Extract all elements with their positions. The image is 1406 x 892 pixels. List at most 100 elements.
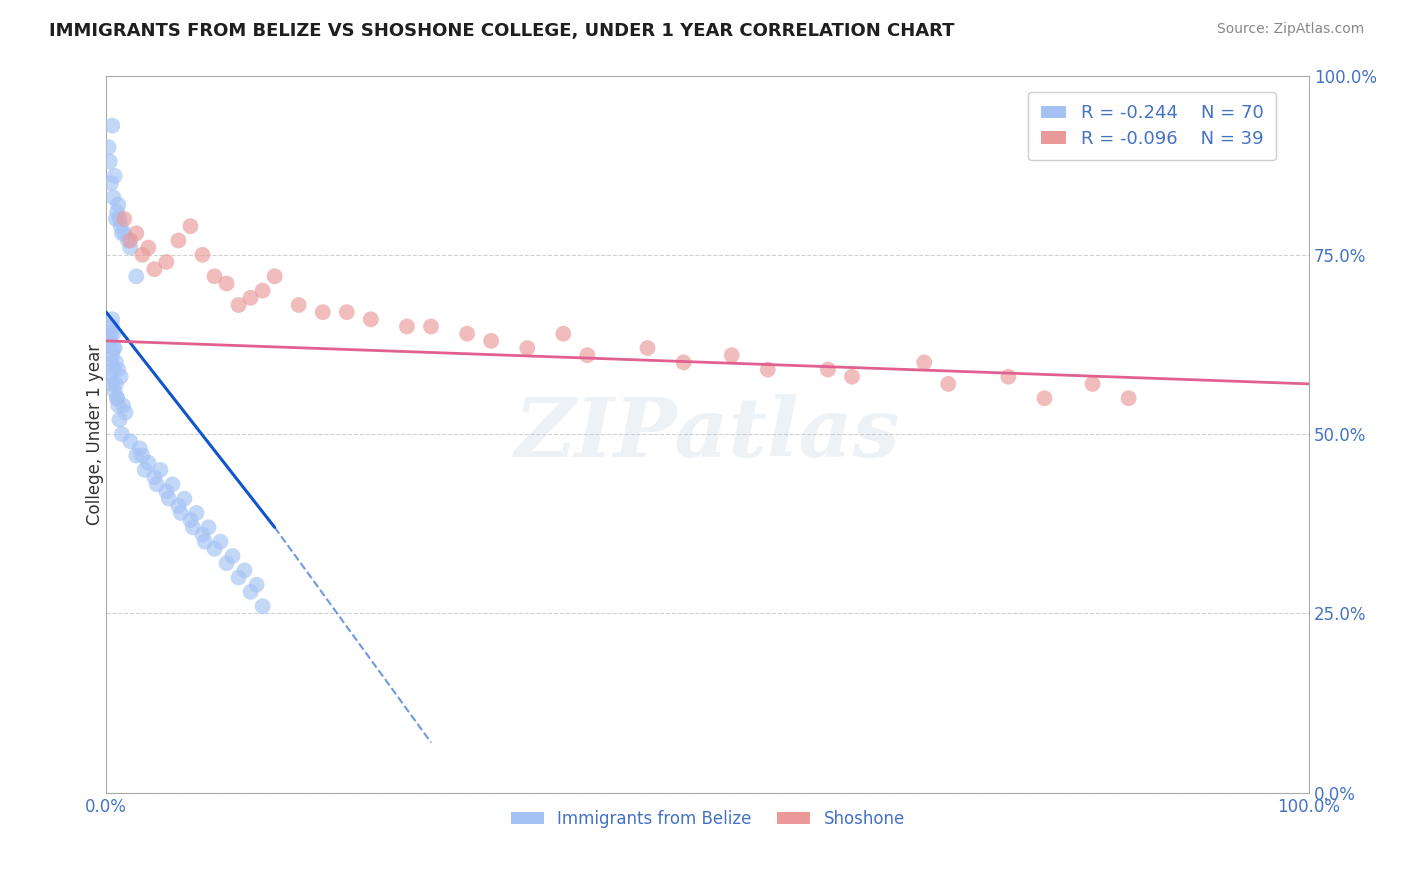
Point xyxy=(105,391,128,405)
Point xyxy=(103,326,125,341)
Point xyxy=(287,298,309,312)
Point xyxy=(114,406,136,420)
Point xyxy=(107,197,129,211)
Point xyxy=(157,491,180,506)
Point xyxy=(105,391,128,405)
Point xyxy=(553,326,575,341)
Point xyxy=(112,398,135,412)
Point xyxy=(233,563,256,577)
Legend: Immigrants from Belize, Shoshone: Immigrants from Belize, Shoshone xyxy=(503,803,911,835)
Point xyxy=(912,355,935,369)
Point xyxy=(112,227,135,241)
Point xyxy=(105,204,128,219)
Point xyxy=(98,334,121,348)
Point xyxy=(125,227,148,241)
Point xyxy=(145,477,167,491)
Point xyxy=(138,456,160,470)
Point xyxy=(197,520,219,534)
Point xyxy=(131,248,153,262)
Point xyxy=(101,319,124,334)
Point xyxy=(111,427,134,442)
Point xyxy=(204,269,226,284)
Point xyxy=(756,362,779,376)
Point xyxy=(360,312,382,326)
Point xyxy=(120,234,142,248)
Point xyxy=(143,262,166,277)
Point xyxy=(120,434,142,449)
Point xyxy=(117,234,139,248)
Point xyxy=(104,341,127,355)
Point xyxy=(191,527,214,541)
Text: ZIPatlas: ZIPatlas xyxy=(515,394,900,474)
Point xyxy=(100,355,122,369)
Point xyxy=(103,362,125,376)
Point xyxy=(179,513,201,527)
Point xyxy=(204,541,226,556)
Point xyxy=(672,355,695,369)
Point xyxy=(479,334,502,348)
Point xyxy=(107,362,129,376)
Text: IMMIGRANTS FROM BELIZE VS SHOSHONE COLLEGE, UNDER 1 YEAR CORRELATION CHART: IMMIGRANTS FROM BELIZE VS SHOSHONE COLLE… xyxy=(49,22,955,40)
Point xyxy=(252,599,274,614)
Point xyxy=(104,211,127,226)
Point xyxy=(179,219,201,233)
Point xyxy=(155,484,177,499)
Point xyxy=(221,549,243,563)
Point xyxy=(110,219,132,233)
Point xyxy=(155,255,177,269)
Point xyxy=(1033,391,1056,405)
Point xyxy=(194,534,217,549)
Point xyxy=(100,326,122,341)
Point xyxy=(103,190,125,204)
Point xyxy=(576,348,599,362)
Point xyxy=(134,463,156,477)
Point xyxy=(125,449,148,463)
Point xyxy=(456,326,478,341)
Point xyxy=(101,376,124,391)
Point xyxy=(186,506,208,520)
Point xyxy=(1118,391,1140,405)
Point xyxy=(312,305,335,319)
Point xyxy=(245,577,267,591)
Point xyxy=(98,154,121,169)
Point xyxy=(110,369,132,384)
Point xyxy=(239,585,262,599)
Point xyxy=(252,284,274,298)
Point xyxy=(104,384,127,398)
Point xyxy=(104,169,127,183)
Point xyxy=(263,269,285,284)
Point xyxy=(101,348,124,362)
Point xyxy=(209,534,232,549)
Point xyxy=(191,248,214,262)
Point xyxy=(167,234,190,248)
Point xyxy=(120,241,142,255)
Point xyxy=(98,369,121,384)
Point xyxy=(228,298,250,312)
Point xyxy=(129,442,152,456)
Point xyxy=(336,305,359,319)
Point xyxy=(162,477,184,491)
Y-axis label: College, Under 1 year: College, Under 1 year xyxy=(86,343,104,524)
Point xyxy=(1081,376,1104,391)
Point xyxy=(173,491,195,506)
Point xyxy=(104,355,127,369)
Point xyxy=(181,520,204,534)
Point xyxy=(841,369,863,384)
Point xyxy=(149,463,172,477)
Point xyxy=(215,556,238,570)
Point xyxy=(228,570,250,584)
Point xyxy=(817,362,839,376)
Point xyxy=(104,376,127,391)
Point xyxy=(637,341,659,355)
Point xyxy=(516,341,538,355)
Point xyxy=(239,291,262,305)
Text: Source: ZipAtlas.com: Source: ZipAtlas.com xyxy=(1216,22,1364,37)
Point xyxy=(107,398,129,412)
Point xyxy=(138,241,160,255)
Point xyxy=(108,413,131,427)
Point xyxy=(215,277,238,291)
Point xyxy=(112,211,135,226)
Point xyxy=(108,211,131,226)
Point xyxy=(167,499,190,513)
Point xyxy=(395,319,418,334)
